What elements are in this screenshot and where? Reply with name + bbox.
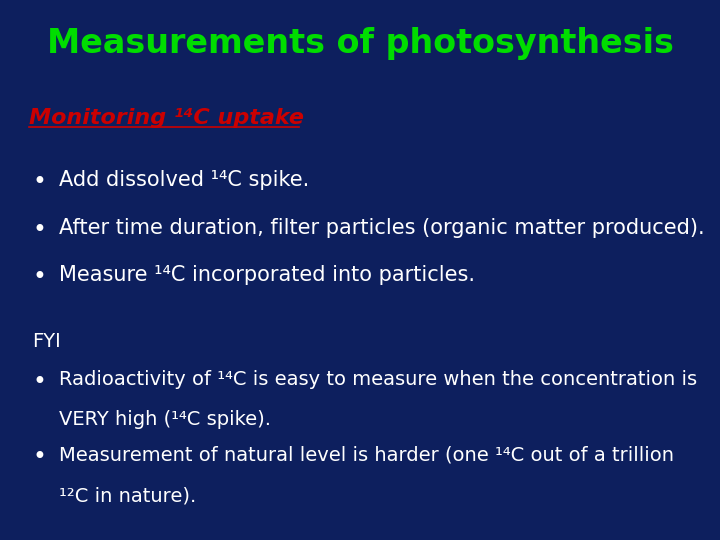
Text: Measurement of natural level is harder (one ¹⁴C out of a trillion: Measurement of natural level is harder (…	[59, 446, 674, 464]
Text: Measure ¹⁴C incorporated into particles.: Measure ¹⁴C incorporated into particles.	[59, 265, 475, 285]
Text: Measurements of photosynthesis: Measurements of photosynthesis	[47, 27, 673, 60]
Text: Add dissolved ¹⁴C spike.: Add dissolved ¹⁴C spike.	[59, 170, 310, 190]
Text: •: •	[32, 265, 46, 289]
Text: Monitoring ¹⁴C uptake: Monitoring ¹⁴C uptake	[29, 108, 304, 128]
Text: ¹²C in nature).: ¹²C in nature).	[59, 486, 197, 505]
Text: Radioactivity of ¹⁴C is easy to measure when the concentration is: Radioactivity of ¹⁴C is easy to measure …	[59, 370, 697, 389]
Text: •: •	[32, 370, 46, 394]
Text: VERY high (¹⁴C spike).: VERY high (¹⁴C spike).	[59, 410, 271, 429]
Text: •: •	[32, 218, 46, 241]
Text: After time duration, filter particles (organic matter produced).: After time duration, filter particles (o…	[59, 218, 705, 238]
Text: •: •	[32, 446, 46, 469]
Text: •: •	[32, 170, 46, 194]
Text: FYI: FYI	[32, 332, 61, 351]
